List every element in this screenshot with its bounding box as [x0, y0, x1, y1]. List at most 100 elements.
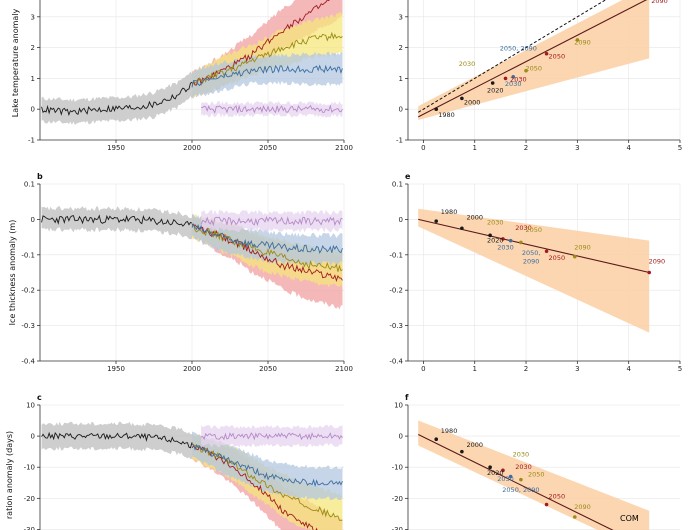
- fit-line: [418, 434, 614, 530]
- point-label: 2090: [651, 0, 668, 5]
- x-tick-label: 2000: [183, 144, 201, 152]
- data-point: [544, 249, 549, 254]
- point-label: 2020: [487, 469, 504, 477]
- y-tick-label: 0: [31, 106, 35, 114]
- x-tick-label: 2: [524, 365, 528, 373]
- data-point: [508, 238, 513, 243]
- y-tick-label: 1: [399, 75, 403, 83]
- series-line: [41, 431, 193, 449]
- y-tick-label: 10: [26, 402, 35, 410]
- data-point: [572, 254, 577, 259]
- data-point: [460, 96, 464, 101]
- point-label: 2050, 2090: [500, 45, 537, 53]
- data-point: [572, 515, 577, 519]
- point-label: 2030: [497, 243, 514, 251]
- regression-band: [418, 0, 650, 120]
- point-label: 2050: [549, 52, 566, 60]
- regression-band: [418, 208, 650, 333]
- x-tick-label: 2050: [259, 144, 277, 152]
- x-tick-label: 0: [421, 365, 425, 373]
- y-tick-label: -0.1: [389, 251, 403, 259]
- x-tick-label: 2100: [335, 365, 353, 373]
- fit-line: [418, 218, 650, 274]
- data-point: [511, 75, 516, 79]
- x-tick-label: 4: [626, 365, 631, 373]
- regression-band: [418, 420, 650, 530]
- point-label: 2030: [497, 475, 514, 483]
- fit-line: [418, 0, 648, 118]
- y-tick-label: -0.4: [389, 358, 403, 366]
- y-tick-label: -10: [24, 464, 35, 472]
- y-tick-label: -0.1: [21, 251, 35, 259]
- data-point: [488, 233, 492, 238]
- point-label: 2050: [525, 226, 542, 234]
- point-label: 2050: [525, 65, 542, 73]
- plot-area: [41, 421, 343, 530]
- x-tick-label: 5: [678, 144, 682, 152]
- uncertainty-band: [41, 71, 192, 125]
- y-tick-label: -0.3: [21, 322, 35, 330]
- y-tick-label: 10: [394, 402, 403, 410]
- point-label: 1980: [441, 427, 458, 435]
- x-tick-label: 1950: [107, 144, 125, 152]
- x-tick-label: 2100: [335, 144, 353, 152]
- data-point: [524, 68, 528, 73]
- plot-area: [41, 0, 343, 125]
- y-tick-label: 0: [399, 106, 403, 114]
- uncertainty-band: [192, 51, 343, 99]
- series-line: [191, 442, 343, 521]
- one-to-one-line: [418, 0, 607, 113]
- y-tick-label: -0.2: [21, 287, 35, 295]
- point-label: 2030: [487, 219, 504, 227]
- data-point: [503, 76, 508, 81]
- series-line: [41, 214, 193, 227]
- data-point: [434, 219, 439, 223]
- point-label: 2000: [464, 99, 481, 107]
- point-label: 1980: [438, 111, 455, 119]
- uncertainty-band: [201, 209, 343, 233]
- y-tick-label: 2: [31, 44, 35, 52]
- series-line: [41, 81, 193, 117]
- y-tick-label: 0: [31, 433, 35, 441]
- point-label: 2030: [510, 75, 527, 83]
- data-point: [519, 240, 523, 245]
- y-tick-label: -30: [24, 526, 35, 530]
- data-point: [501, 468, 505, 473]
- x-tick-label: 0: [421, 144, 425, 152]
- y-axis-label: ration anomaly (days): [5, 431, 14, 519]
- point-label: 2030: [505, 80, 522, 88]
- series-line: [191, 64, 343, 88]
- y-tick-label: 3: [31, 13, 35, 21]
- series-line: [200, 215, 343, 227]
- panel-label: f: [405, 393, 409, 402]
- x-tick-label: 3: [575, 144, 579, 152]
- x-tick-label: 2000: [183, 365, 201, 373]
- y-tick-label: 0: [399, 433, 403, 441]
- uncertainty-band: [41, 421, 192, 460]
- point-label: 2090: [574, 243, 591, 251]
- data-point: [519, 477, 523, 482]
- x-tick-label: 3: [575, 365, 579, 373]
- panel-c: -30 -20 -10 0 10c ration anomaly (days): [5, 393, 344, 530]
- series-line: [191, 224, 343, 272]
- point-label: 2020: [487, 236, 504, 244]
- y-tick-label: 0: [31, 216, 35, 224]
- uncertainty-band: [201, 424, 343, 448]
- panel-b: -0.4 -0.3 -0.2 -0.1 0 0.1 1950 2000 2050 2100 b Ice…: [8, 172, 353, 373]
- panel-label: e: [405, 172, 411, 181]
- x-tick-label: 4: [626, 144, 631, 152]
- panel-label: b: [37, 172, 43, 181]
- y-tick-label: -0.3: [389, 322, 403, 330]
- y-tick-label: -20: [392, 495, 403, 503]
- data-point: [434, 107, 439, 111]
- series-line: [201, 104, 343, 114]
- data-point: [460, 449, 464, 454]
- x-tick-label: 1950: [107, 365, 125, 373]
- series-line: [200, 432, 343, 441]
- point-label: 2000: [466, 213, 483, 221]
- series-line: [191, 31, 343, 86]
